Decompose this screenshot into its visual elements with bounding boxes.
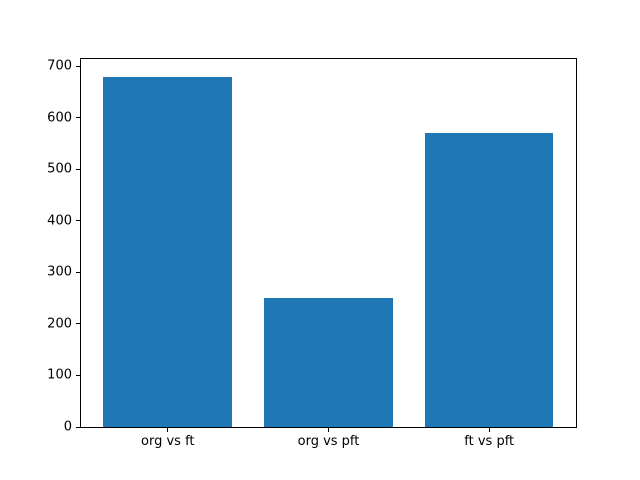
x-tick-label: org vs ft <box>141 434 195 449</box>
x-tick <box>167 427 169 432</box>
plot-area: 0 100 200 300 400 500 600 700 org vs ft org vs pf… <box>47 58 577 448</box>
x-tick-label: ft vs pft <box>464 434 515 449</box>
y-tick-label: 300 <box>47 264 72 280</box>
y-tick-label: 0 <box>63 419 72 435</box>
y-tick <box>76 323 81 325</box>
y-tick <box>76 65 81 67</box>
y-tick-label: 400 <box>47 213 72 229</box>
y-tick <box>76 374 81 376</box>
y-tick <box>76 426 81 428</box>
x-tick-label: org vs pft <box>297 434 360 449</box>
y-tick-label: 500 <box>47 161 72 177</box>
x-tick <box>488 427 490 432</box>
y-tick-label: 600 <box>47 110 72 126</box>
y-tick-label: 700 <box>47 58 72 74</box>
bar-org-vs-pft <box>264 298 393 427</box>
y-tick <box>76 271 81 273</box>
bar-ft-vs-pft <box>424 133 554 427</box>
bar-org-vs-ft <box>103 76 233 427</box>
y-tick <box>76 220 81 222</box>
x-tick <box>328 427 329 432</box>
y-tick <box>76 117 81 119</box>
y-tick-label: 100 <box>47 367 72 383</box>
y-tick <box>76 168 81 170</box>
y-tick-label: 200 <box>47 316 72 332</box>
